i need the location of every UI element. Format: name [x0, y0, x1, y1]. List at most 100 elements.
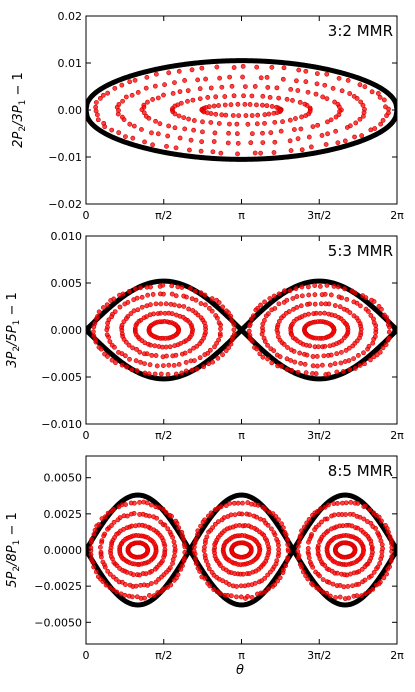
y-tick-label: 0.010	[51, 230, 83, 243]
orbit-point	[150, 142, 155, 148]
orbit-point	[377, 95, 383, 100]
orbit-point	[251, 513, 257, 519]
orbit-point	[313, 91, 319, 97]
orbit-point	[330, 86, 336, 91]
y-tick-label: 0.0000	[44, 544, 83, 557]
orbit-point	[371, 316, 376, 322]
orbit-point	[128, 500, 134, 506]
orbit-point	[126, 342, 132, 348]
orbit-point	[254, 64, 260, 70]
orbit-point	[346, 345, 352, 351]
orbit-point	[322, 563, 328, 568]
plot-frame	[85, 455, 398, 645]
orbit-point	[297, 99, 303, 105]
orbit-point	[131, 308, 137, 314]
orbit-point	[115, 517, 121, 523]
orbit-point	[299, 564, 304, 570]
orbit-point	[351, 356, 356, 361]
orbit-point	[388, 558, 394, 564]
orbit-point	[281, 342, 287, 347]
x-axis-label: θ	[236, 663, 244, 678]
orbit-point	[324, 283, 330, 288]
orbit-point	[173, 312, 179, 318]
orbit-point	[108, 298, 114, 303]
orbit-point	[176, 68, 182, 74]
orbit-point	[119, 362, 125, 368]
orbit-point	[271, 348, 277, 354]
orbit-point	[109, 357, 115, 363]
orbit-point	[273, 514, 279, 519]
orbit-point	[278, 108, 284, 114]
orbit-point	[208, 120, 214, 125]
orbit-point	[242, 102, 248, 107]
orbit-point	[206, 529, 211, 535]
orbit-point	[192, 288, 198, 294]
orbit-point	[358, 99, 364, 105]
orbit-point	[150, 292, 156, 297]
orbit-point	[386, 335, 392, 341]
orbit-point	[227, 121, 232, 127]
orbit-point	[343, 347, 349, 353]
orbit-point	[143, 85, 149, 91]
orbit-point	[105, 90, 111, 96]
orbit-point	[226, 345, 231, 351]
x-tick-label: 0	[83, 209, 90, 222]
orbit-point	[162, 82, 167, 88]
orbit-point	[314, 354, 320, 359]
orbit-point	[308, 144, 314, 150]
orbit-point	[316, 344, 321, 350]
orbit-point	[197, 96, 203, 102]
orbit-point	[379, 549, 385, 555]
orbit-point	[190, 97, 196, 103]
orbit-point	[377, 561, 383, 566]
orbit-point	[181, 304, 187, 309]
orbit-point	[96, 309, 102, 315]
orbit-point	[247, 102, 253, 107]
orbit-point	[164, 353, 169, 359]
orbit-point	[317, 283, 323, 289]
y-tick-label: −0.02	[48, 198, 82, 211]
orbit-point	[357, 116, 363, 122]
orbit-point	[146, 371, 152, 377]
orbit-point	[162, 310, 168, 316]
y-tick-label: −0.005	[41, 371, 82, 384]
orbit-point	[218, 591, 223, 596]
orbit-point	[291, 127, 297, 132]
orbit-point	[171, 539, 177, 545]
orbit-point	[383, 342, 389, 348]
orbit-point	[122, 592, 128, 598]
orbit-point	[257, 548, 262, 554]
orbit-point	[310, 124, 316, 129]
y-tick-label: −0.0050	[34, 616, 82, 629]
plot-frame	[85, 15, 398, 205]
orbit-point	[274, 537, 280, 542]
y-axis-label: 5P2/8P1 − 1	[5, 512, 22, 588]
orbit-point	[191, 127, 196, 133]
orbit-point	[254, 346, 260, 352]
orbit-point	[214, 297, 220, 303]
orbit-point	[305, 576, 311, 582]
orbit-point	[260, 93, 266, 99]
orbit-point	[352, 366, 358, 371]
orbit-point	[155, 131, 161, 137]
orbit-point	[248, 548, 254, 554]
orbit-point	[192, 551, 198, 557]
orbit-point	[181, 555, 187, 561]
plot-area	[86, 278, 397, 382]
orbit-point	[100, 305, 106, 310]
orbit-point	[145, 583, 150, 588]
orbit-point	[389, 554, 395, 559]
orbit-point	[187, 147, 192, 153]
orbit-point	[137, 500, 142, 505]
orbit-point	[324, 96, 330, 101]
orbit-point	[373, 330, 379, 335]
orbit-point	[142, 595, 147, 601]
orbit-point	[212, 507, 218, 513]
orbit-point	[182, 126, 188, 132]
orbit-point	[93, 569, 99, 575]
orbit-point	[296, 539, 302, 545]
orbit-point	[141, 499, 147, 505]
orbit-point	[366, 343, 372, 349]
orbit-point	[345, 78, 351, 83]
orbit-point	[119, 82, 125, 88]
